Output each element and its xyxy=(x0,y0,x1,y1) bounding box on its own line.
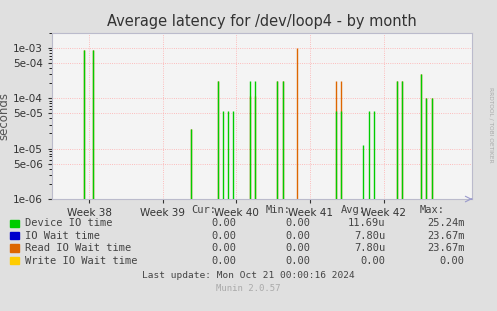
Text: Write IO Wait time: Write IO Wait time xyxy=(25,256,137,266)
Text: 0.00: 0.00 xyxy=(286,218,311,228)
Text: Read IO Wait time: Read IO Wait time xyxy=(25,243,131,253)
Text: Last update: Mon Oct 21 00:00:16 2024: Last update: Mon Oct 21 00:00:16 2024 xyxy=(142,271,355,280)
Text: 23.67m: 23.67m xyxy=(427,231,465,241)
Text: Cur:: Cur: xyxy=(191,205,216,215)
Text: 0.00: 0.00 xyxy=(360,256,385,266)
Text: 11.69u: 11.69u xyxy=(348,218,385,228)
Text: Max:: Max: xyxy=(420,205,445,215)
Text: Avg:: Avg: xyxy=(340,205,365,215)
Text: Device IO time: Device IO time xyxy=(25,218,112,228)
Title: Average latency for /dev/loop4 - by month: Average latency for /dev/loop4 - by mont… xyxy=(107,14,417,29)
Text: 0.00: 0.00 xyxy=(440,256,465,266)
Text: 0.00: 0.00 xyxy=(286,256,311,266)
Text: 23.67m: 23.67m xyxy=(427,243,465,253)
Text: 25.24m: 25.24m xyxy=(427,218,465,228)
Text: 0.00: 0.00 xyxy=(211,218,236,228)
Text: 7.80u: 7.80u xyxy=(354,243,385,253)
Text: RRDTOOL / TOBI OETIKER: RRDTOOL / TOBI OETIKER xyxy=(489,86,494,162)
Text: Munin 2.0.57: Munin 2.0.57 xyxy=(216,284,281,293)
Text: 0.00: 0.00 xyxy=(211,243,236,253)
Text: 0.00: 0.00 xyxy=(211,256,236,266)
Text: IO Wait time: IO Wait time xyxy=(25,231,100,241)
Text: 0.00: 0.00 xyxy=(286,231,311,241)
Y-axis label: seconds: seconds xyxy=(0,92,10,140)
Text: 0.00: 0.00 xyxy=(211,231,236,241)
Text: 7.80u: 7.80u xyxy=(354,231,385,241)
Text: Min:: Min: xyxy=(266,205,291,215)
Text: 0.00: 0.00 xyxy=(286,243,311,253)
